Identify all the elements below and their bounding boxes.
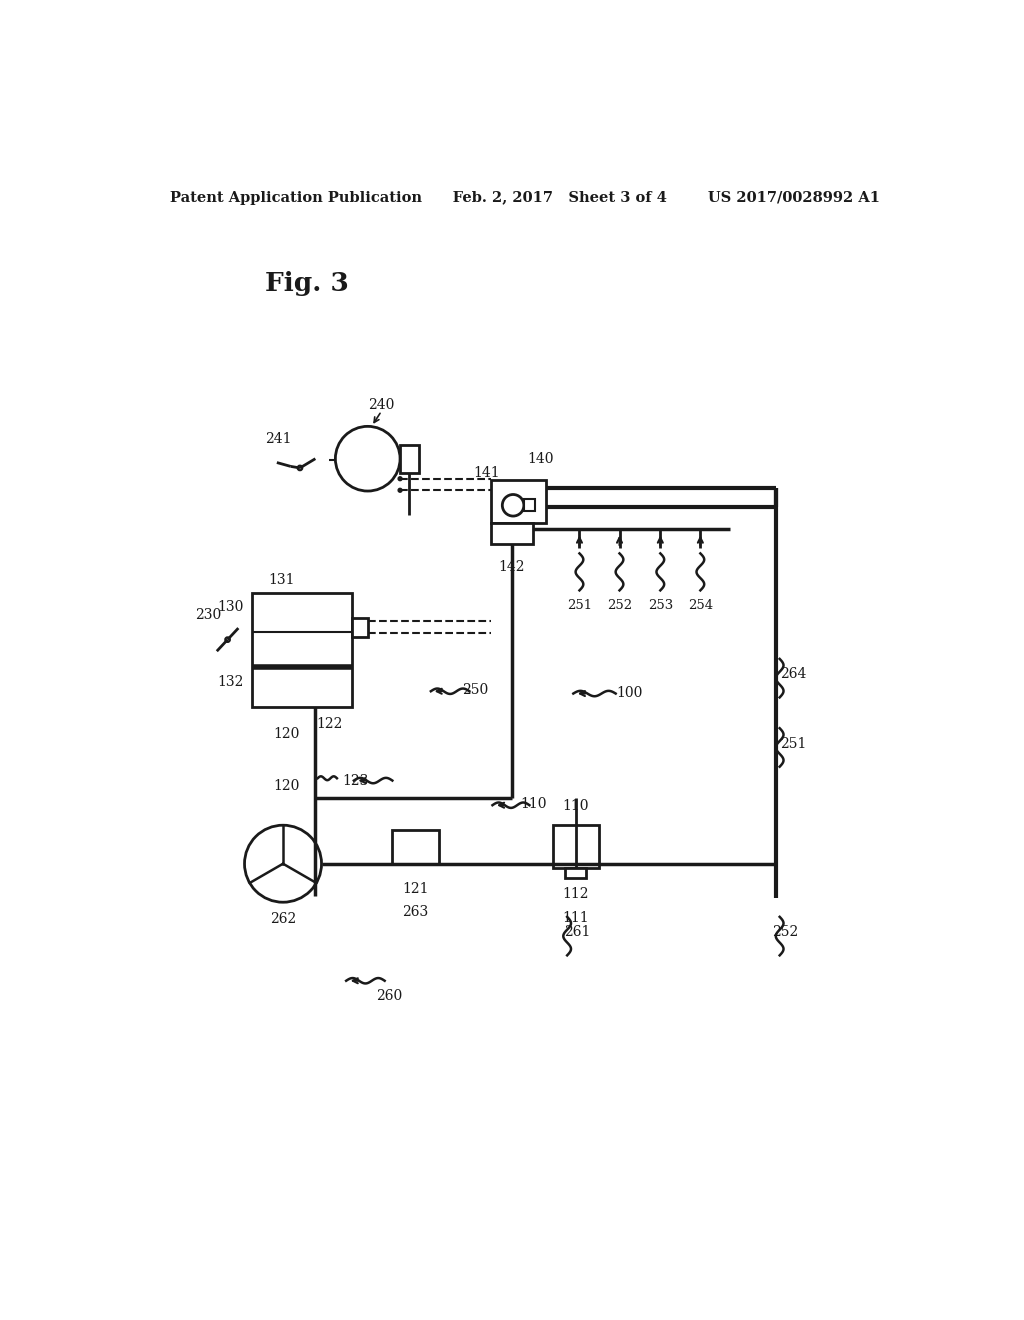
Bar (553, 825, 599, 867)
Text: 120: 120 (273, 727, 299, 742)
Circle shape (398, 477, 402, 480)
Text: 241: 241 (265, 432, 292, 446)
Bar (524, 499, 535, 511)
Text: 250: 250 (463, 682, 488, 697)
Text: 260: 260 (376, 989, 402, 1003)
Text: 100: 100 (616, 686, 643, 700)
Text: 264: 264 (779, 668, 806, 681)
Text: 251: 251 (567, 599, 592, 612)
Bar (490, 480, 547, 523)
Text: 130: 130 (217, 601, 244, 614)
Text: 140: 140 (527, 451, 554, 466)
Bar (565, 867, 587, 878)
Text: 253: 253 (648, 599, 673, 612)
Text: 142: 142 (499, 560, 525, 574)
Text: 121: 121 (402, 882, 429, 896)
Text: 112: 112 (562, 887, 589, 900)
Text: 254: 254 (688, 599, 713, 612)
Bar (252, 594, 352, 708)
Text: 252: 252 (607, 599, 632, 612)
Text: Fig. 3: Fig. 3 (265, 271, 349, 296)
Text: 240: 240 (369, 397, 395, 412)
Text: 132: 132 (217, 675, 244, 689)
Text: 262: 262 (270, 912, 296, 927)
Bar (392, 830, 438, 865)
Text: Patent Application Publication      Feb. 2, 2017   Sheet 3 of 4        US 2017/0: Patent Application Publication Feb. 2, 2… (170, 191, 880, 206)
Text: 251: 251 (779, 737, 806, 751)
Bar (352, 618, 368, 636)
Circle shape (398, 488, 402, 492)
Text: 252: 252 (772, 925, 798, 940)
Text: 122: 122 (316, 717, 342, 731)
Bar (490, 523, 532, 544)
Text: 131: 131 (268, 573, 295, 586)
Text: 230: 230 (196, 609, 221, 622)
Text: 111: 111 (562, 911, 589, 924)
Text: 120: 120 (273, 779, 299, 793)
Bar (400, 445, 419, 473)
Text: 110: 110 (521, 797, 547, 810)
Text: 263: 263 (402, 906, 429, 919)
Text: 110: 110 (562, 799, 589, 813)
Text: 141: 141 (474, 466, 501, 479)
Text: 123: 123 (342, 774, 369, 788)
Text: 261: 261 (564, 925, 591, 940)
